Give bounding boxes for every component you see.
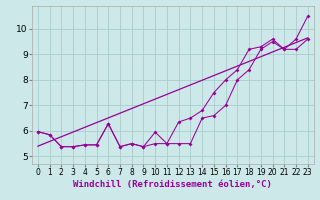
X-axis label: Windchill (Refroidissement éolien,°C): Windchill (Refroidissement éolien,°C) bbox=[73, 180, 272, 189]
